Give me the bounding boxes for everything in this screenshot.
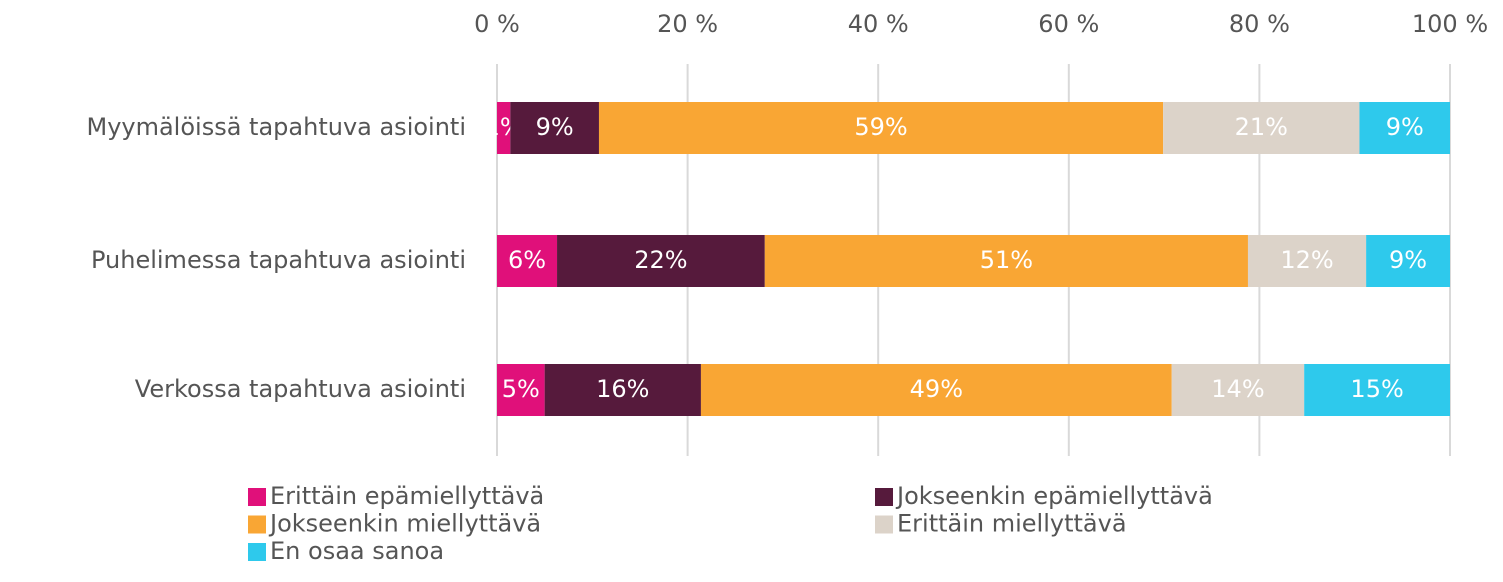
legend-label: Jokseenkin epämiellyttävä: [895, 482, 1213, 510]
legend-label: Erittäin epämiellyttävä: [270, 482, 544, 510]
bar-segment: [497, 364, 545, 416]
data-label: 9%: [1386, 113, 1424, 141]
data-label: 14%: [1211, 375, 1264, 403]
bar-segment: [1304, 364, 1450, 416]
data-label: 22%: [634, 246, 687, 274]
bar-segment: [700, 364, 1172, 416]
data-label: 59%: [854, 113, 907, 141]
x-tick-label: 20 %: [657, 10, 718, 38]
data-label: 5%: [502, 375, 540, 403]
x-tick-label: 100 %: [1412, 10, 1488, 38]
x-tick-label: 40 %: [848, 10, 909, 38]
data-label: 9%: [536, 113, 574, 141]
data-label: 6%: [508, 246, 546, 274]
bar-segment: [1359, 102, 1450, 154]
bar-segment: [764, 235, 1248, 287]
bar-segment: [510, 102, 599, 154]
bar-segment: [1247, 235, 1367, 287]
data-label: 9%: [1389, 246, 1427, 274]
legend-swatch: [248, 488, 266, 506]
bar-segment: [557, 235, 765, 287]
data-label: 16%: [596, 375, 649, 403]
bar-segment: [1163, 102, 1360, 154]
x-tick-label: 60 %: [1038, 10, 1099, 38]
legend-label: Jokseenkin miellyttävä: [268, 510, 541, 538]
x-tick-label: 0 %: [474, 10, 520, 38]
data-label: 15%: [1350, 375, 1403, 403]
legend-swatch: [248, 515, 266, 534]
legend-label: Erittäin miellyttävä: [897, 510, 1127, 538]
bar-segment: [1366, 235, 1450, 287]
bar-segment: [598, 102, 1164, 154]
legend-swatch: [875, 488, 893, 506]
data-label: 21%: [1235, 113, 1288, 141]
data-label: 51%: [980, 246, 1033, 274]
bar-segment: [1171, 364, 1305, 416]
bar-segment: [544, 364, 701, 416]
bar-segment: [497, 102, 511, 154]
data-label: 49%: [910, 375, 963, 403]
legend-label: En osaa sanoa: [270, 537, 444, 565]
x-tick-label: 80 %: [1229, 10, 1290, 38]
data-label: 12%: [1280, 246, 1333, 274]
category-label: Verkossa tapahtuva asiointi: [135, 375, 466, 403]
legend-swatch: [248, 543, 266, 561]
bar-segment: [497, 235, 558, 287]
legend-swatch: [875, 515, 893, 534]
category-label: Puhelimessa tapahtuva asiointi: [91, 246, 466, 274]
category-label: Myymälöissä tapahtuva asiointi: [86, 113, 466, 141]
